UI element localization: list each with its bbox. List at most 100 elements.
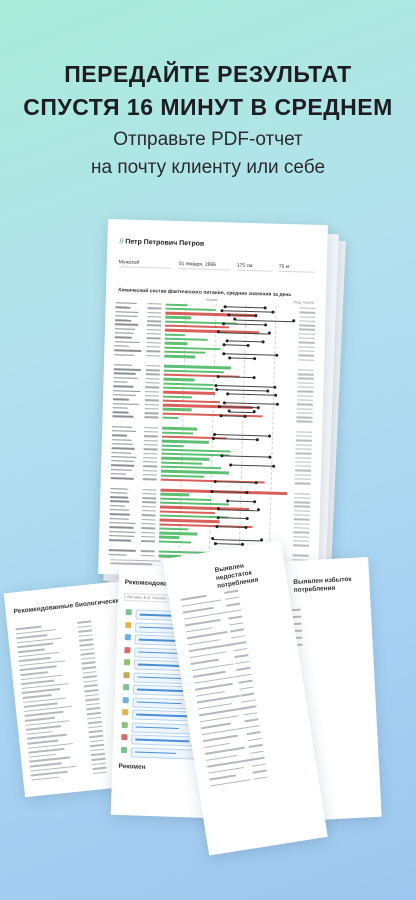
row-value-placeholder (144, 399, 159, 402)
row-norm-placeholder (296, 407, 313, 410)
row-value-placeholder (141, 510, 156, 512)
row-value-placeholder (142, 474, 157, 476)
row-value-placeholder (146, 333, 161, 335)
text-line-placeholder (18, 651, 60, 658)
text-line-placeholder (25, 725, 61, 731)
range-dot (261, 340, 265, 344)
text-line-placeholder (78, 638, 94, 642)
row-norm-placeholder (297, 390, 314, 393)
text-line-placeholder (15, 625, 42, 630)
range-dot (254, 314, 258, 318)
text-line-placeholder (87, 721, 102, 725)
row-label-placeholder (115, 310, 139, 313)
range-dot (255, 438, 259, 442)
text-line-placeholder (88, 730, 103, 734)
row-value-placeholder (143, 465, 158, 468)
text-line-placeholder (17, 648, 45, 653)
text-line-placeholder (23, 697, 67, 704)
row-norm-placeholder (298, 354, 315, 357)
range-dot (252, 376, 256, 380)
text-line-placeholder (231, 634, 246, 639)
text-line-placeholder (185, 626, 213, 633)
row-label-placeholder (112, 398, 130, 401)
range-dot (264, 323, 268, 327)
text-line-placeholder (250, 756, 265, 761)
text-line-placeholder (245, 724, 260, 729)
row-value-placeholder (147, 307, 162, 310)
row-value-placeholder (146, 337, 161, 340)
row-norm-placeholder (294, 474, 311, 476)
text-line-placeholder (190, 658, 219, 665)
norm-bar (160, 493, 190, 497)
row-label-placeholder (111, 451, 132, 454)
row-norm-placeholder (294, 505, 311, 508)
report-over-norm-column: Над. норма (293, 300, 315, 305)
range-dot (257, 508, 261, 512)
row-label-placeholder (114, 353, 135, 356)
text-line-placeholder (181, 599, 222, 607)
text-line-placeholder (30, 770, 68, 777)
text-line-placeholder (87, 716, 102, 720)
headline-line-1: ПЕРЕДАЙТЕ РЕЗУЛЬТАТ (64, 61, 352, 87)
report-sex: Мужской (118, 259, 171, 269)
text-line-placeholder (78, 629, 93, 633)
row-value-placeholder (146, 354, 161, 357)
range-dot (219, 413, 223, 417)
row-norm-placeholder (296, 412, 313, 415)
row-value-placeholder (143, 452, 158, 455)
text-line-placeholder (82, 675, 97, 679)
row-value-placeholder (147, 324, 162, 327)
text-line-placeholder (205, 746, 245, 755)
row-norm-placeholder (295, 465, 312, 468)
norm-bar (159, 527, 189, 531)
norm-bar (164, 341, 188, 345)
range-dot (246, 344, 250, 348)
row-label-placeholder (111, 447, 135, 450)
text-line-placeholder (208, 766, 244, 774)
text-line-placeholder (85, 702, 100, 706)
range-dot (220, 454, 224, 458)
range-line (221, 310, 273, 313)
row-value-placeholder (143, 456, 158, 459)
row-value-placeholder (145, 364, 160, 367)
product-link-text-placeholder (136, 701, 182, 705)
norm-bar (164, 354, 196, 359)
range-dot (275, 402, 279, 406)
row-norm-placeholder (298, 346, 315, 348)
range-dot (223, 304, 227, 308)
range-dot (213, 479, 217, 484)
text-line-placeholder (240, 692, 255, 697)
text-line-placeholder (193, 674, 241, 684)
row-label-placeholder (109, 530, 136, 533)
subheadline: Отправьте PDF-отчет на почту клиенту или… (0, 126, 416, 182)
text-line-placeholder (28, 748, 65, 754)
deficiency-page-title: Выявлен недостаток потребления (214, 562, 259, 590)
row-norm-placeholder (299, 311, 316, 314)
range-dot (214, 383, 218, 387)
row-value-placeholder (142, 469, 158, 472)
subheadline-line-2: на почту клиенту или себе (90, 157, 326, 178)
row-label-placeholder (111, 438, 132, 441)
row-value-placeholder (144, 416, 159, 419)
row-norm-placeholder (298, 333, 315, 335)
row-value-placeholder (144, 412, 159, 415)
row-value-placeholder (140, 554, 155, 557)
text-line-placeholder (197, 702, 232, 710)
row-norm-placeholder (297, 386, 314, 389)
row-norm-placeholder (294, 497, 311, 500)
product-thumbnail (124, 634, 131, 641)
norm-bar (165, 303, 188, 307)
product-link-text-placeholder (135, 738, 190, 742)
row-value-placeholder (141, 518, 156, 521)
norm-bar (161, 444, 184, 448)
row-label-placeholder (113, 368, 141, 371)
row-norm-placeholder (297, 369, 314, 372)
text-line-placeholder (192, 670, 226, 678)
row-norm-placeholder (296, 416, 313, 419)
subheadline-line-1: Отправьте PDF-отчет (113, 129, 303, 150)
text-line-placeholder (252, 769, 267, 774)
row-value-placeholder (143, 435, 158, 438)
excess-page-title: Выявлен избыток потребления (293, 575, 352, 594)
product-link-text-placeholder (137, 676, 185, 680)
text-line-placeholder (80, 657, 96, 661)
